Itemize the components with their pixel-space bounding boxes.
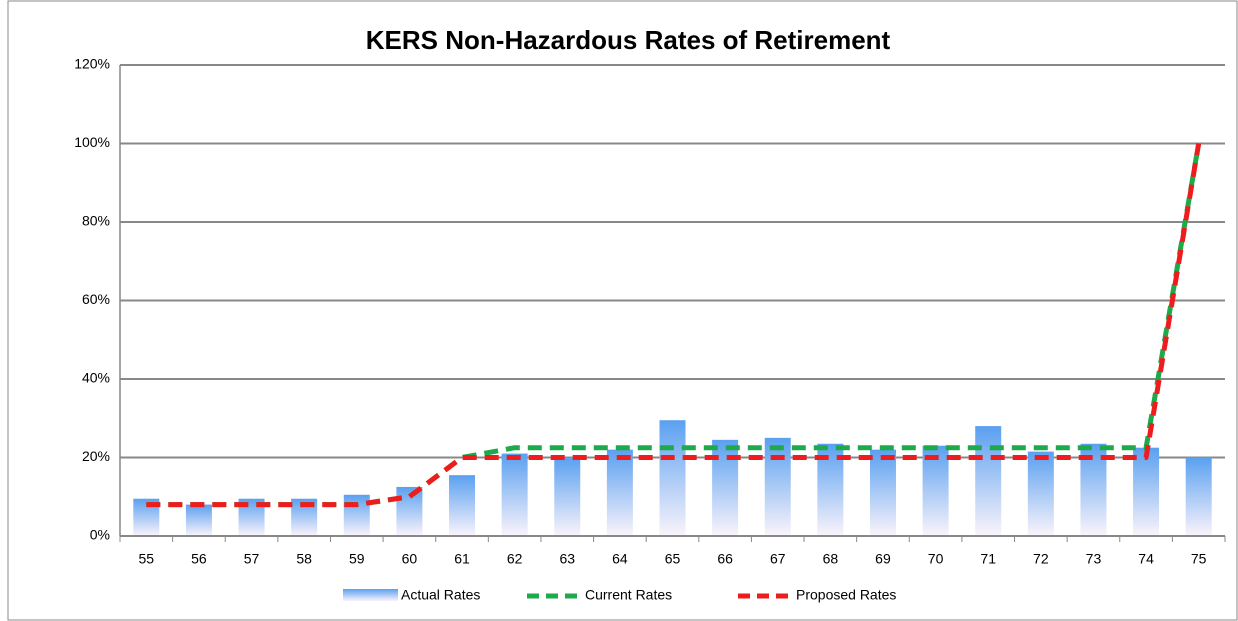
legend-label: Current Rates [585,587,672,603]
x-tick-label: 62 [507,551,523,567]
x-tick-label: 70 [928,551,944,567]
x-tick-label: 57 [244,551,260,567]
bar [1133,447,1160,536]
bar [1185,457,1212,536]
legend-swatch [343,589,398,601]
y-tick-label: 20% [82,448,110,464]
x-tick-label: 58 [296,551,312,567]
x-tick-label: 68 [823,551,839,567]
x-tick-label: 69 [875,551,891,567]
y-tick-label: 120% [74,56,110,72]
x-tick-label: 56 [191,551,207,567]
chart-title: KERS Non-Hazardous Rates of Retirement [366,25,891,55]
bar [501,453,528,536]
bar [712,439,739,536]
y-tick-label: 100% [74,134,110,150]
x-tick-label: 67 [770,551,786,567]
bar [659,420,686,536]
bar [606,449,633,536]
bar [975,426,1002,536]
x-tick-label: 74 [1138,551,1154,567]
x-tick-label: 63 [559,551,575,567]
line [146,143,1202,508]
x-tick-label: 75 [1191,551,1207,567]
x-tick-label: 73 [1086,551,1102,567]
x-tick-label: 61 [454,551,470,567]
y-tick-label: 0% [90,527,110,543]
x-tick-label: 65 [665,551,681,567]
x-tick-label: 66 [717,551,733,567]
bar [922,445,949,536]
bar [185,504,212,536]
line [146,143,1202,508]
legend-label: Actual Rates [401,587,480,603]
x-tick-label: 64 [612,551,628,567]
x-tick-label: 59 [349,551,365,567]
y-tick-label: 40% [82,370,110,386]
y-tick-label: 80% [82,213,110,229]
bar [764,437,791,536]
x-tick-label: 60 [402,551,418,567]
x-tick-label: 55 [139,551,155,567]
x-tick-label: 72 [1033,551,1049,567]
legend-label: Proposed Rates [796,587,896,603]
bar [554,457,581,536]
bar [343,494,370,536]
y-tick-label: 60% [82,291,110,307]
bar [449,475,476,536]
x-tick-label: 71 [980,551,996,567]
bar [869,449,896,536]
bar [1027,451,1054,536]
